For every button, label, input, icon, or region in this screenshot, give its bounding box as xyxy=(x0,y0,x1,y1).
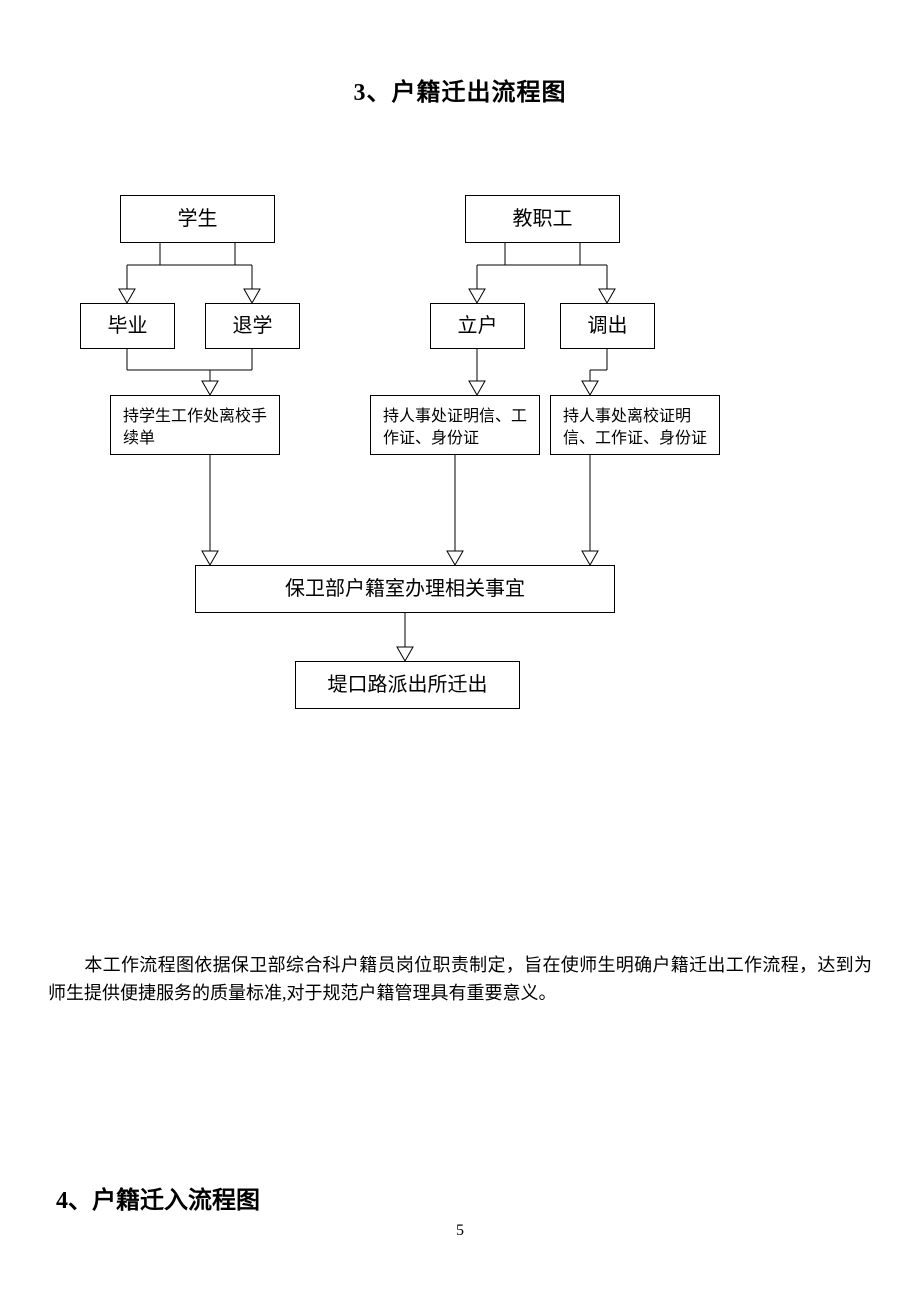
body-paragraph-text: 本工作流程图依据保卫部综合科户籍员岗位职责制定，旨在使师生明确户籍迁出工作流程，… xyxy=(48,955,872,1003)
section-2-title: 4、户籍迁入流程图 xyxy=(56,1180,260,1215)
node-doc2: 持人事处证明信、工作证、身份证 xyxy=(370,395,540,455)
node-doc3: 持人事处离校证明信、工作证、身份证 xyxy=(550,395,720,455)
node-establish: 立户 xyxy=(430,303,525,349)
node-office: 保卫部户籍室办理相关事宜 xyxy=(195,565,615,613)
node-doc1: 持学生工作处离校手续单 xyxy=(110,395,280,455)
node-grad: 毕业 xyxy=(80,303,175,349)
page-number: 5 xyxy=(0,1222,920,1240)
node-staff: 教职工 xyxy=(465,195,620,243)
node-police: 堤口路派出所迁出 xyxy=(295,661,520,709)
flowchart-container: 学生 教职工 毕业 退学 立户 调出 持学生工作处离校手续单 持人事处证明信、工… xyxy=(0,195,920,745)
node-student: 学生 xyxy=(120,195,275,243)
body-paragraph: 本工作流程图依据保卫部综合科户籍员岗位职责制定，旨在使师生明确户籍迁出工作流程，… xyxy=(48,952,872,1008)
node-dropout: 退学 xyxy=(205,303,300,349)
page-title: 3、户籍迁出流程图 xyxy=(0,72,920,107)
node-transfer: 调出 xyxy=(560,303,655,349)
